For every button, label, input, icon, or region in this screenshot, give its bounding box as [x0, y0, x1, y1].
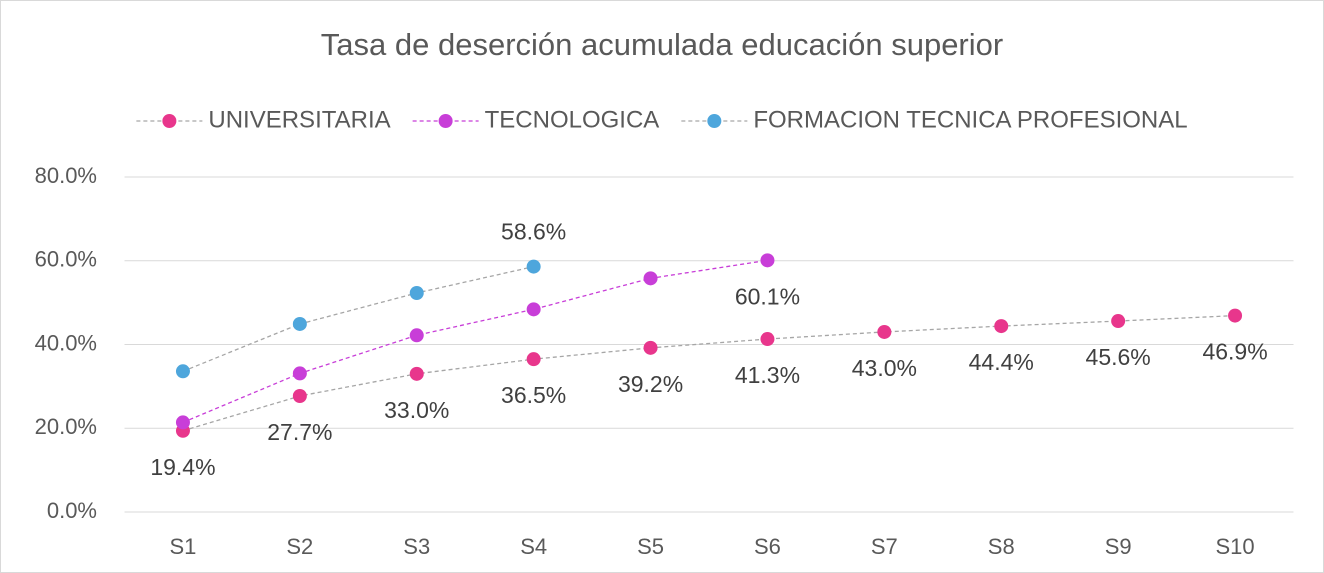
marker: [760, 332, 775, 347]
x-tick-label: S4: [520, 534, 547, 559]
y-tick-label: 40.0%: [35, 330, 97, 355]
marker: [292, 389, 307, 404]
data-label: 60.1%: [735, 283, 800, 309]
marker: [526, 352, 541, 367]
series-line: [182, 314, 1236, 432]
data-label: 41.3%: [735, 362, 800, 388]
x-tick-label: S6: [754, 534, 781, 559]
marker: [760, 253, 775, 268]
y-tick-label: 80.0%: [35, 163, 97, 188]
data-label: 27.7%: [267, 419, 332, 445]
x-tick-label: S9: [1105, 534, 1132, 559]
y-tick-label: 20.0%: [35, 414, 97, 439]
y-tick-label: 60.0%: [35, 247, 97, 272]
data-label: 39.2%: [618, 371, 683, 397]
marker: [643, 340, 658, 355]
marker: [526, 302, 541, 317]
legend: UNIVERSITARIA TECNOLOGICA FORMACION TECNIC…: [136, 106, 1188, 133]
marker: [1111, 314, 1126, 329]
x-tick-label: S5: [637, 534, 664, 559]
series-line: [182, 259, 768, 423]
chart-title: Tasa de deserción acumulada educación su…: [321, 27, 1003, 62]
data-label: 19.4%: [150, 454, 215, 480]
marker: [877, 324, 892, 339]
data-label: 36.5%: [501, 382, 566, 408]
marker: [409, 328, 424, 343]
marker: [1228, 308, 1243, 323]
data-label: 43.0%: [852, 355, 917, 381]
legend-marker: [707, 114, 722, 128]
y-tick-label: 0.0%: [47, 498, 97, 523]
legend-marker: [162, 114, 177, 128]
x-tick-label: S1: [169, 534, 196, 559]
data-label: 33.0%: [384, 397, 449, 423]
marker: [292, 316, 307, 331]
marker: [175, 364, 190, 379]
x-tick-label: S10: [1215, 534, 1254, 559]
legend-marker: [438, 114, 453, 128]
data-label: 44.4%: [969, 349, 1034, 375]
x-tick-label: S7: [871, 534, 898, 559]
marker: [175, 415, 190, 430]
legend-label: TECNOLOGICA: [485, 106, 660, 133]
marker: [643, 271, 658, 286]
x-tick-label: S8: [988, 534, 1015, 559]
marker: [409, 285, 424, 300]
legend-label: UNIVERSITARIA: [208, 106, 390, 133]
marker: [994, 319, 1009, 334]
x-tick-label: S3: [403, 534, 430, 559]
data-label: 45.6%: [1086, 344, 1151, 370]
marker: [292, 366, 307, 381]
data-label: 58.6%: [501, 219, 566, 245]
marker: [409, 366, 424, 381]
series-line: [182, 265, 534, 372]
x-tick-label: S2: [286, 534, 313, 559]
legend-label: FORMACION TECNICA PROFESIONAL: [753, 106, 1187, 133]
data-label: 46.9%: [1202, 339, 1267, 365]
marker: [526, 259, 541, 274]
